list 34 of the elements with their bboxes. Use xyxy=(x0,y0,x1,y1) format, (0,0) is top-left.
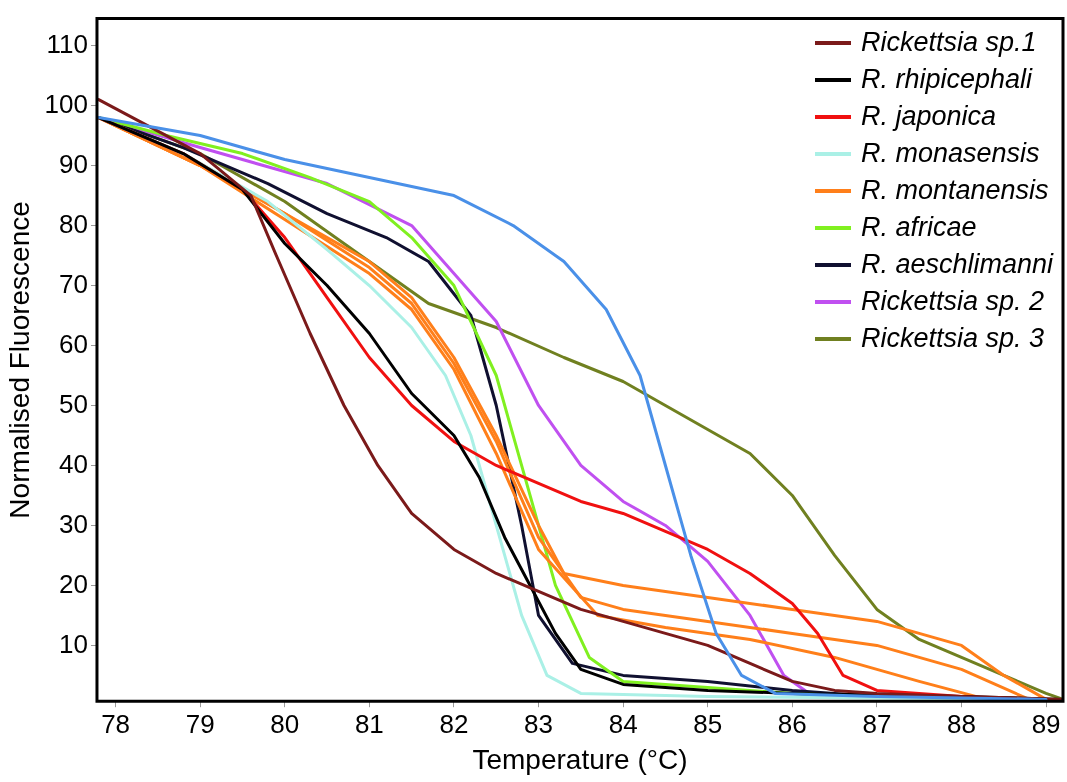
x-tick-label: 85 xyxy=(693,708,723,739)
x-tick-label: 86 xyxy=(777,708,807,739)
y-tick-label: 10 xyxy=(59,628,88,659)
x-tick-label: 83 xyxy=(524,708,553,739)
legend-label: R. monasensis xyxy=(860,138,1040,169)
x-axis-title: Temperature (°C) xyxy=(472,743,688,775)
y-tick-label: 60 xyxy=(59,328,88,359)
y-tick-label: 80 xyxy=(59,208,88,239)
x-tick-label: 82 xyxy=(439,708,469,739)
x-tick-label: 88 xyxy=(947,708,976,739)
legend-label: R. africae xyxy=(860,212,977,243)
legend-label: R. montanensis xyxy=(860,175,1049,206)
y-tick-label: 30 xyxy=(59,508,88,539)
y-tick-label: 20 xyxy=(59,568,88,599)
legend-label: R. rhipicephali xyxy=(860,64,1032,95)
y-tick-label: 70 xyxy=(59,268,88,299)
legend-label: Rickettsia sp. 2 xyxy=(860,286,1044,317)
y-tick-label: 100 xyxy=(44,88,88,119)
y-axis-title: Normalised Fluorescence xyxy=(3,201,35,519)
x-tick-label: 84 xyxy=(608,708,638,739)
x-tick-label: 79 xyxy=(185,708,215,739)
legend-label: Rickettsia sp. 3 xyxy=(860,323,1044,354)
y-tick-label: 90 xyxy=(59,148,88,179)
y-tick-label: 40 xyxy=(59,448,88,479)
legend-label: R. japonica xyxy=(860,101,996,132)
y-tick-label: 50 xyxy=(59,388,88,419)
x-tick-label: 78 xyxy=(101,708,131,739)
x-tick-label: 80 xyxy=(270,708,300,739)
legend-label: Rickettsia sp.1 xyxy=(860,27,1037,58)
legend-label: R. aeschlimanni xyxy=(860,249,1053,280)
x-tick-label: 89 xyxy=(1031,708,1061,739)
x-tick-label: 81 xyxy=(354,708,384,739)
y-tick-label: 110 xyxy=(46,28,88,59)
x-tick-label: 87 xyxy=(862,708,892,739)
